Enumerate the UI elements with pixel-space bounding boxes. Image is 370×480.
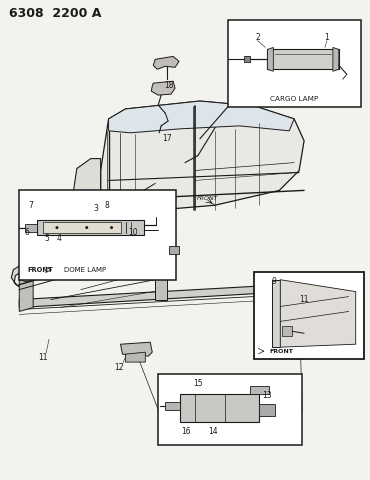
Polygon shape xyxy=(169,246,179,254)
Text: 16: 16 xyxy=(181,427,191,436)
Text: DOME LAMP: DOME LAMP xyxy=(64,267,106,273)
Polygon shape xyxy=(37,220,144,235)
Polygon shape xyxy=(125,352,145,362)
Text: 12: 12 xyxy=(114,362,123,372)
Text: 13: 13 xyxy=(263,391,272,400)
Text: 4: 4 xyxy=(57,233,61,242)
Text: 17: 17 xyxy=(162,134,172,143)
Text: 14: 14 xyxy=(208,427,218,436)
Polygon shape xyxy=(165,402,180,410)
Polygon shape xyxy=(121,342,152,356)
Text: FRONT: FRONT xyxy=(269,348,293,354)
Text: CARGO LAMP: CARGO LAMP xyxy=(270,96,318,102)
Bar xyxy=(19,191,176,280)
Text: 5: 5 xyxy=(45,233,50,242)
Bar xyxy=(158,374,302,445)
Text: 6: 6 xyxy=(25,228,30,237)
Polygon shape xyxy=(73,158,101,208)
Text: 3: 3 xyxy=(94,204,99,213)
Text: FRONT: FRONT xyxy=(197,196,219,201)
Polygon shape xyxy=(19,258,105,278)
Text: 8: 8 xyxy=(104,201,109,210)
Polygon shape xyxy=(259,404,275,416)
Text: 2: 2 xyxy=(255,33,260,42)
Polygon shape xyxy=(282,326,292,336)
Polygon shape xyxy=(153,56,179,69)
Text: FRONT: FRONT xyxy=(27,267,53,273)
Circle shape xyxy=(56,226,58,229)
Polygon shape xyxy=(19,275,33,312)
Polygon shape xyxy=(155,270,167,300)
Bar xyxy=(228,20,361,107)
Polygon shape xyxy=(101,101,304,210)
Polygon shape xyxy=(280,280,356,347)
Text: 18: 18 xyxy=(164,81,174,90)
Polygon shape xyxy=(43,222,121,233)
Polygon shape xyxy=(268,49,339,69)
Text: 15: 15 xyxy=(193,379,203,388)
Polygon shape xyxy=(272,280,280,347)
Polygon shape xyxy=(333,48,339,71)
Polygon shape xyxy=(108,101,294,133)
Text: 7: 7 xyxy=(29,201,34,210)
Polygon shape xyxy=(243,56,249,62)
Text: 11: 11 xyxy=(299,295,309,304)
Polygon shape xyxy=(268,48,273,71)
Circle shape xyxy=(110,226,113,229)
Circle shape xyxy=(85,226,88,229)
Bar xyxy=(255,272,364,359)
Polygon shape xyxy=(249,386,269,394)
Polygon shape xyxy=(19,285,289,308)
Text: 1: 1 xyxy=(324,33,329,42)
Polygon shape xyxy=(25,224,37,232)
Text: 11: 11 xyxy=(38,353,48,361)
Text: 6308  2200 A: 6308 2200 A xyxy=(9,7,102,20)
Text: 10: 10 xyxy=(129,228,138,237)
Polygon shape xyxy=(11,265,29,287)
Text: 9: 9 xyxy=(272,277,277,286)
Polygon shape xyxy=(180,394,259,421)
Polygon shape xyxy=(151,81,175,95)
Polygon shape xyxy=(19,258,79,282)
